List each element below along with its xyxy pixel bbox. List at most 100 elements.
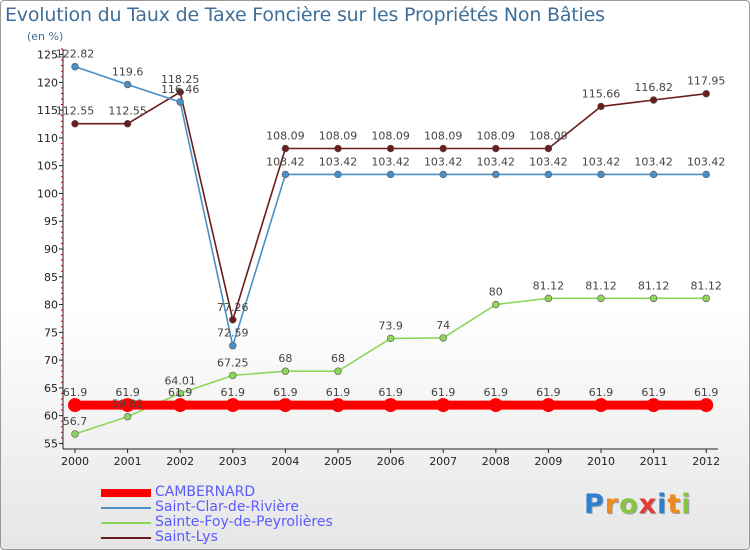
data-point-3 bbox=[176, 88, 184, 96]
series-layer bbox=[68, 62, 714, 438]
data-label-1: 122.82 bbox=[56, 48, 95, 61]
data-point-3 bbox=[544, 144, 553, 153]
legend-label-saint-lys: Saint-Lys bbox=[155, 529, 218, 545]
data-point-2 bbox=[702, 294, 710, 303]
x-tick-label: 2001 bbox=[114, 455, 142, 468]
y-tick-label: 110 bbox=[37, 132, 58, 145]
x-tick-label: 2000 bbox=[61, 455, 89, 468]
chart-subtitle: (en %) bbox=[27, 30, 64, 43]
x-tick-label: 2007 bbox=[429, 455, 457, 468]
y-tick-label: 90 bbox=[44, 243, 58, 256]
axes: 55 60 65 70 75 80 85 90 95 100 105 110 115 120 125 2000… bbox=[37, 48, 720, 468]
legend: CAMBERNARD Saint-Clar-de-Rivière Sainte-… bbox=[101, 485, 333, 545]
data-label-3: 108.09 bbox=[529, 130, 568, 143]
legend-swatch-sainte-foy bbox=[101, 521, 151, 524]
legend-item-saint-lys[interactable]: Saint-Lys bbox=[101, 530, 333, 545]
data-label-0: 61.9 bbox=[378, 386, 403, 399]
data-point-0 bbox=[646, 398, 661, 413]
y-tick-label: 70 bbox=[44, 354, 58, 367]
y-tick-label: 80 bbox=[44, 299, 58, 312]
data-point-0 bbox=[699, 398, 714, 413]
data-label-1: 103.42 bbox=[319, 155, 358, 168]
data-label-3: 115.66 bbox=[582, 87, 621, 100]
data-label-2: 81.12 bbox=[690, 279, 722, 292]
legend-item-saint-clar[interactable]: Saint-Clar-de-Rivière bbox=[101, 500, 333, 515]
y-tick-label: 100 bbox=[37, 187, 58, 200]
data-point-1 bbox=[492, 170, 500, 179]
data-point-1 bbox=[281, 170, 290, 179]
data-label-0: 61.9 bbox=[115, 386, 140, 399]
data-point-3 bbox=[597, 102, 605, 111]
data-label-3: 108.09 bbox=[424, 130, 463, 143]
data-label-0: 61.9 bbox=[694, 386, 719, 399]
data-point-0 bbox=[225, 398, 240, 413]
data-label-1: 103.42 bbox=[424, 155, 463, 168]
data-point-1 bbox=[176, 98, 184, 106]
y-tick-label: 95 bbox=[44, 215, 58, 228]
data-point-3 bbox=[649, 96, 658, 104]
data-label-0: 61.9 bbox=[273, 386, 298, 399]
data-label-1: 116.46 bbox=[161, 83, 200, 96]
data-point-1 bbox=[229, 342, 237, 350]
series-line-1 bbox=[74, 65, 707, 347]
data-point-1 bbox=[439, 170, 447, 179]
data-label-2: 80 bbox=[489, 286, 503, 299]
data-point-1 bbox=[334, 170, 342, 179]
data-point-2 bbox=[439, 334, 447, 342]
data-point-3 bbox=[123, 120, 132, 128]
data-point-1 bbox=[597, 170, 605, 179]
data-label-1: 119.6 bbox=[112, 66, 144, 79]
data-label-3: 112.55 bbox=[108, 105, 147, 118]
data-label-0: 61.9 bbox=[221, 386, 246, 399]
data-label-2: 64.01 bbox=[164, 374, 196, 387]
data-label-0: 61.9 bbox=[168, 386, 193, 399]
chart-title: Evolution du Taux de Taxe Foncière sur l… bbox=[5, 4, 605, 26]
x-tick-label: 2006 bbox=[377, 455, 405, 468]
data-point-2 bbox=[176, 389, 184, 398]
y-tick-label: 105 bbox=[37, 160, 58, 173]
data-point-2 bbox=[334, 367, 342, 375]
data-label-3: 112.55 bbox=[56, 105, 95, 118]
data-label-1: 103.42 bbox=[266, 155, 305, 168]
legend-item-cambernard[interactable]: CAMBERNARD bbox=[101, 485, 333, 500]
data-label-3: 116.82 bbox=[634, 81, 673, 94]
data-point-0 bbox=[68, 398, 82, 413]
x-tick-label: 2009 bbox=[534, 455, 562, 468]
data-label-0: 61.9 bbox=[641, 386, 666, 399]
x-tick-label: 2005 bbox=[324, 455, 352, 468]
data-point-0 bbox=[541, 398, 556, 413]
y-tick-label: 115 bbox=[37, 104, 58, 117]
data-point-0 bbox=[331, 398, 345, 413]
y-tick-label: 125 bbox=[37, 49, 58, 62]
data-label-3: 77.26 bbox=[217, 301, 249, 314]
logo-letter: t bbox=[667, 489, 682, 520]
data-point-2 bbox=[386, 334, 395, 343]
legend-item-sainte-foy[interactable]: Sainte-Foy-de-Peyrolières bbox=[101, 515, 333, 530]
data-point-1 bbox=[386, 170, 395, 179]
y-tick-label: 85 bbox=[44, 271, 58, 284]
data-point-3 bbox=[492, 144, 500, 153]
x-tick-label: 2008 bbox=[482, 455, 510, 468]
data-point-0 bbox=[120, 398, 135, 413]
x-tick-label: 2011 bbox=[640, 455, 668, 468]
data-point-0 bbox=[488, 398, 503, 413]
x-tick-label: 2010 bbox=[587, 455, 615, 468]
data-point-2 bbox=[281, 367, 290, 375]
logo-letter: i bbox=[657, 489, 668, 520]
data-label-2: 81.12 bbox=[533, 279, 565, 292]
logo-letter: i bbox=[681, 489, 692, 520]
data-label-1: 103.42 bbox=[529, 155, 568, 168]
y-tick-label: 65 bbox=[44, 382, 58, 395]
data-label-3: 117.95 bbox=[687, 75, 726, 88]
data-label-3: 108.09 bbox=[266, 130, 305, 143]
data-point-0 bbox=[278, 398, 293, 413]
data-point-0 bbox=[383, 398, 398, 413]
legend-label-saint-clar: Saint-Clar-de-Rivière bbox=[155, 499, 299, 515]
data-point-1 bbox=[649, 170, 658, 179]
data-point-0 bbox=[594, 398, 608, 413]
data-label-1: 103.42 bbox=[477, 155, 516, 168]
data-label-2: 73.9 bbox=[378, 319, 403, 332]
x-tick-label: 2003 bbox=[219, 455, 247, 468]
data-label-0: 61.9 bbox=[326, 386, 351, 399]
